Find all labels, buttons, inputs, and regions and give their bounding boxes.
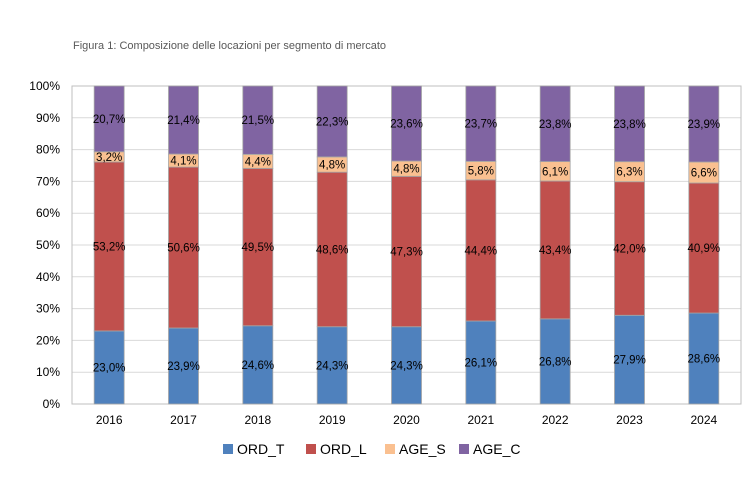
- bar-segment-ord_t: [391, 326, 422, 405]
- y-tick-label: 50%: [36, 238, 60, 252]
- y-tick-label: 100%: [29, 79, 60, 93]
- bar-segment-ord_l: [465, 179, 497, 322]
- data-label: 23,9%: [167, 361, 200, 373]
- x-tick-label: 2016: [96, 413, 123, 427]
- bar-segment-ord_l: [168, 166, 199, 329]
- legend-label: AGE_S: [399, 441, 446, 457]
- data-label: 4,1%: [170, 156, 196, 168]
- data-label: 26,8%: [539, 356, 572, 368]
- data-label: 24,3%: [316, 360, 349, 372]
- bar-segment-ord_t: [316, 326, 348, 405]
- data-label: 28,6%: [688, 354, 721, 366]
- data-label: 5,8%: [468, 166, 494, 178]
- bar-segment-ord_l: [242, 167, 274, 327]
- data-label: 6,3%: [616, 167, 642, 179]
- bar-segment-age_c: [316, 85, 348, 158]
- data-label: 27,9%: [613, 355, 646, 367]
- data-label: 23,9%: [688, 119, 721, 131]
- data-label: 50,6%: [167, 243, 200, 255]
- bar-segment-age_c: [93, 85, 125, 153]
- data-label: 44,4%: [465, 245, 498, 257]
- x-tick-label: 2019: [319, 413, 346, 427]
- bar-segment-age_c: [465, 85, 497, 162]
- bar-segment-ord_l: [316, 171, 348, 328]
- data-label: 23,8%: [539, 119, 572, 131]
- bar-segment-age_c: [168, 85, 199, 155]
- data-label: 23,0%: [93, 362, 126, 374]
- bar-segment-age_c: [614, 85, 645, 163]
- data-label: 3,2%: [96, 152, 122, 164]
- bar-segment-ord_t: [614, 314, 645, 405]
- data-label: 48,6%: [316, 244, 349, 256]
- data-label: 4,4%: [245, 156, 271, 168]
- bar-segment-ord_l: [614, 181, 645, 316]
- data-label: 21,5%: [242, 115, 275, 127]
- y-tick-label: 20%: [36, 333, 60, 347]
- bar-segment-age_c: [242, 85, 274, 155]
- x-tick-label: 2024: [690, 413, 717, 427]
- bar-segment-ord_t: [242, 325, 274, 405]
- bar-segment-age_c: [688, 85, 720, 163]
- data-label: 23,6%: [390, 119, 423, 131]
- data-label: 24,6%: [242, 360, 275, 372]
- x-tick-label: 2022: [542, 413, 569, 427]
- x-tick-label: 2018: [244, 413, 271, 427]
- legend-swatch-age_s: [385, 444, 395, 454]
- y-tick-label: 10%: [36, 365, 60, 379]
- bar-segment-ord_t: [539, 318, 571, 405]
- y-tick-label: 0%: [43, 397, 61, 411]
- data-label: 23,7%: [465, 119, 498, 131]
- bar-segment-age_c: [539, 85, 571, 163]
- data-label: 49,5%: [242, 242, 275, 254]
- data-label: 40,9%: [688, 243, 721, 255]
- data-label: 43,4%: [539, 245, 572, 257]
- y-tick-label: 90%: [36, 111, 60, 125]
- legend-label: AGE_C: [473, 441, 520, 457]
- bar-segment-ord_l: [688, 182, 720, 314]
- legend-swatch-ord_l: [306, 444, 316, 454]
- data-label: 42,0%: [613, 243, 646, 255]
- x-tick-label: 2020: [393, 413, 420, 427]
- y-tick-label: 80%: [36, 143, 60, 157]
- legend-label: ORD_L: [320, 441, 367, 457]
- y-tick-label: 60%: [36, 206, 60, 220]
- bar-segment-ord_t: [168, 327, 199, 405]
- bar-segment-ord_t: [93, 330, 125, 405]
- bar-segment-ord_t: [688, 312, 720, 405]
- y-tick-label: 30%: [36, 302, 60, 316]
- data-label: 4,8%: [393, 164, 419, 176]
- data-label: 21,4%: [167, 115, 200, 127]
- legend-label: ORD_T: [237, 441, 285, 457]
- x-tick-label: 2023: [616, 413, 643, 427]
- bar-segment-ord_l: [93, 161, 125, 332]
- data-label: 26,1%: [465, 358, 498, 370]
- data-label: 6,1%: [542, 166, 568, 178]
- chart-title: Figura 1: Composizione delle locazioni p…: [73, 40, 387, 52]
- x-tick-label: 2017: [170, 413, 197, 427]
- legend-swatch-ord_t: [223, 444, 233, 454]
- y-tick-label: 40%: [36, 270, 60, 284]
- data-label: 53,2%: [93, 241, 126, 253]
- bar-segment-age_c: [391, 85, 422, 162]
- bar-segment-ord_l: [539, 180, 571, 320]
- y-tick-label: 70%: [36, 174, 60, 188]
- x-tick-label: 2021: [467, 413, 494, 427]
- data-label: 6,6%: [691, 167, 717, 179]
- bar-segment-ord_t: [465, 320, 497, 405]
- data-label: 47,3%: [390, 247, 423, 259]
- data-label: 20,7%: [93, 114, 126, 126]
- data-label: 22,3%: [316, 116, 349, 128]
- bar-segment-ord_l: [391, 175, 422, 328]
- data-label: 24,3%: [390, 360, 423, 372]
- data-label: 4,8%: [319, 160, 345, 172]
- data-label: 23,8%: [613, 119, 646, 131]
- legend-swatch-age_c: [459, 444, 469, 454]
